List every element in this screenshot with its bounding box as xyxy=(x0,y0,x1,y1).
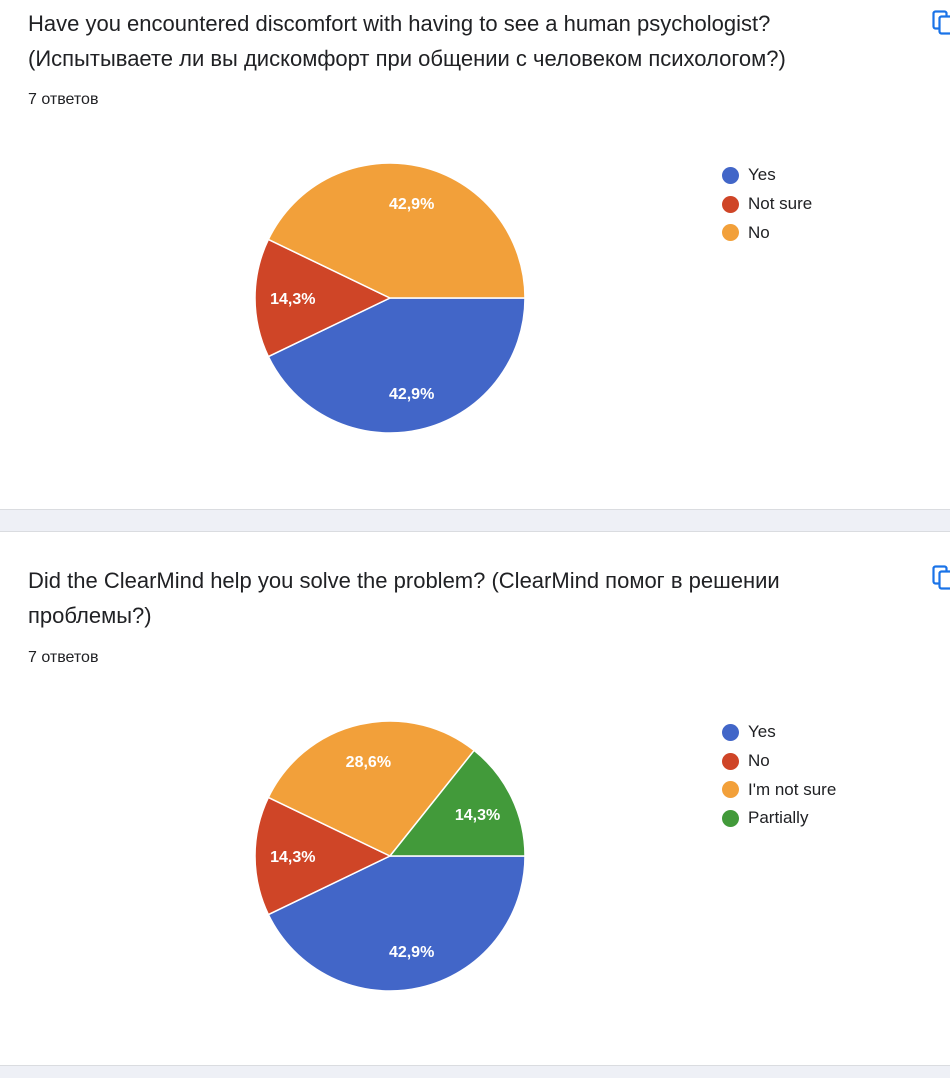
response-count: 7 ответов xyxy=(28,649,99,666)
legend-item[interactable]: I'm not sure xyxy=(722,775,836,804)
legend-label: I'm not sure xyxy=(748,779,837,799)
legend-label: No xyxy=(748,751,770,771)
legend-swatch xyxy=(722,195,739,213)
pie-slice-no[interactable] xyxy=(254,796,392,916)
pie-slice-partially[interactable] xyxy=(388,749,526,857)
pie-slice-not-sure[interactable] xyxy=(254,238,392,358)
legend-label: Yes xyxy=(748,165,776,185)
legend-item[interactable]: Partially xyxy=(722,804,836,833)
legend-label: Partially xyxy=(748,808,809,828)
legend-item[interactable]: Yes xyxy=(722,161,812,190)
question-title: Have you encountered discomfort with hav… xyxy=(28,11,786,71)
slice-data-label: 42,9% xyxy=(389,196,434,213)
question-card-2: Did the ClearMind help you solve the pro… xyxy=(0,531,950,1066)
copy-icon[interactable] xyxy=(932,10,950,36)
legend-swatch xyxy=(722,224,739,242)
slice-data-label: 14,3% xyxy=(270,291,315,308)
legend-swatch xyxy=(722,809,739,827)
legend-label: Yes xyxy=(748,722,776,742)
legend-item[interactable]: Not sure xyxy=(722,190,812,219)
pie-slice-yes[interactable] xyxy=(267,855,526,992)
slice-data-label: 14,3% xyxy=(455,807,500,824)
legend-swatch xyxy=(722,166,739,184)
question-card-1: Have you encountered discomfort with hav… xyxy=(0,0,950,510)
pie-slice-i-m-not-sure[interactable] xyxy=(267,720,476,857)
legend-item[interactable]: Yes xyxy=(722,718,836,747)
legend-label: No xyxy=(748,222,770,242)
pie-chart: 42,9% 14,3% 28,6% 14,3% xyxy=(254,720,526,992)
copy-icon[interactable] xyxy=(932,565,950,591)
response-count: 7 ответов xyxy=(28,91,99,108)
legend-item[interactable]: No xyxy=(722,218,812,247)
legend-swatch xyxy=(722,781,739,799)
legend-label: Not sure xyxy=(748,194,813,214)
chart-legend: Yes No I'm not sure Partially xyxy=(722,718,836,833)
question-title: Did the ClearMind help you solve the pro… xyxy=(28,568,780,628)
pie-chart: 42,9% 14,3% 42,9% xyxy=(254,162,526,434)
legend-swatch xyxy=(722,723,739,741)
slice-data-label: 28,6% xyxy=(346,754,391,771)
slice-data-label: 14,3% xyxy=(270,849,315,866)
pie-slice-yes[interactable] xyxy=(267,297,526,434)
chart-legend: Yes Not sure No xyxy=(722,161,812,247)
pie-slice-no[interactable] xyxy=(267,162,526,299)
legend-swatch xyxy=(722,752,739,770)
slice-data-label: 42,9% xyxy=(389,944,434,961)
legend-item[interactable]: No xyxy=(722,747,836,776)
slice-data-label: 42,9% xyxy=(389,386,434,403)
